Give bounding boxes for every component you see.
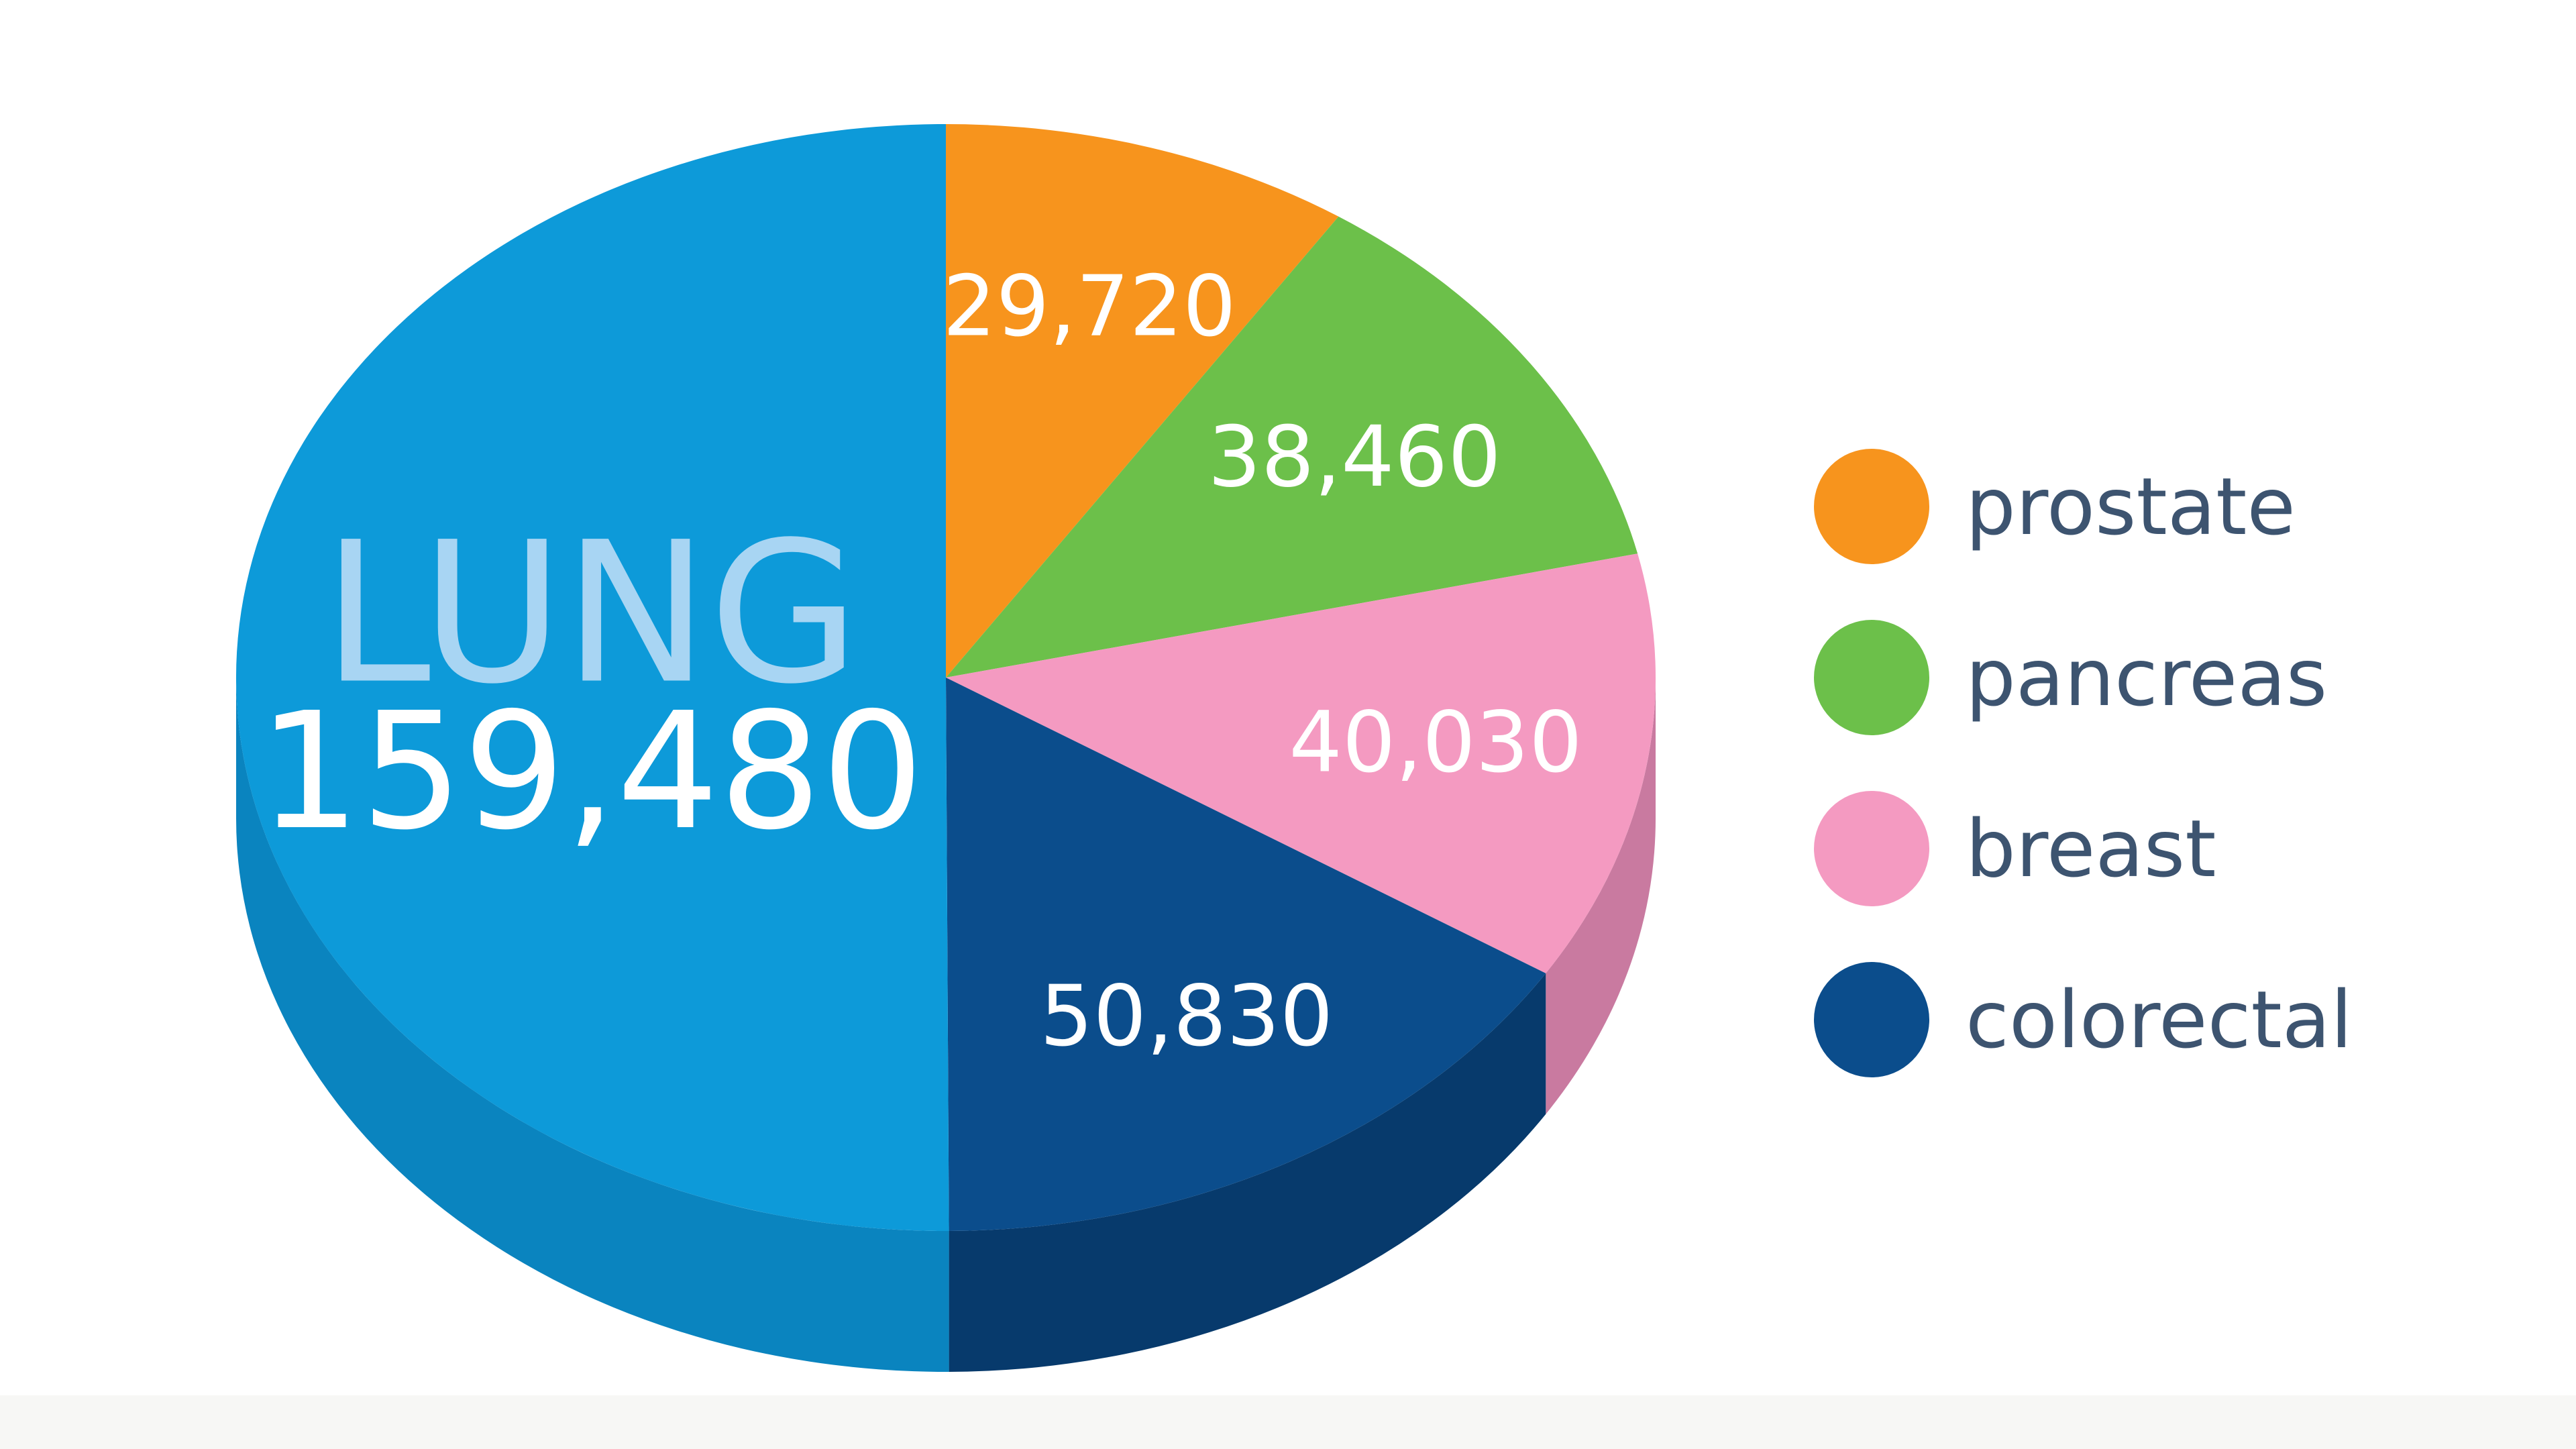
slice-side — [949, 973, 1546, 1372]
slice-value-label: 50,830 — [1040, 968, 1333, 1065]
legend-label: colorectal — [1966, 973, 2353, 1066]
slice — [946, 124, 1339, 678]
legend-swatch — [1814, 449, 1929, 564]
slice-top — [235, 123, 949, 1232]
legend-swatch — [1814, 620, 1929, 735]
slice-top — [946, 678, 1546, 1231]
slice — [946, 553, 1656, 1114]
footer-strip — [0, 1395, 2576, 1449]
slice-category-label: LUNG — [322, 501, 859, 727]
legend-label: breast — [1966, 802, 2216, 895]
slice-top — [946, 553, 1656, 973]
slice — [946, 678, 1546, 1372]
legend-swatch — [1814, 962, 1929, 1077]
legend-label: prostate — [1966, 460, 2296, 553]
slice — [235, 123, 949, 1372]
slice-side — [236, 678, 949, 1372]
slice-value-label: 40,030 — [1289, 694, 1582, 792]
slice-top — [946, 216, 1638, 678]
slice-value-label: 159,480 — [258, 678, 924, 865]
legend-swatch — [1814, 791, 1929, 906]
slice — [946, 216, 1638, 678]
slice-value-label: 29,720 — [943, 258, 1236, 356]
slice-top — [946, 124, 1339, 678]
legend-label: pancreas — [1966, 631, 2327, 724]
slice-side — [1546, 678, 1656, 1114]
slice-value-label: 38,460 — [1208, 409, 1501, 506]
